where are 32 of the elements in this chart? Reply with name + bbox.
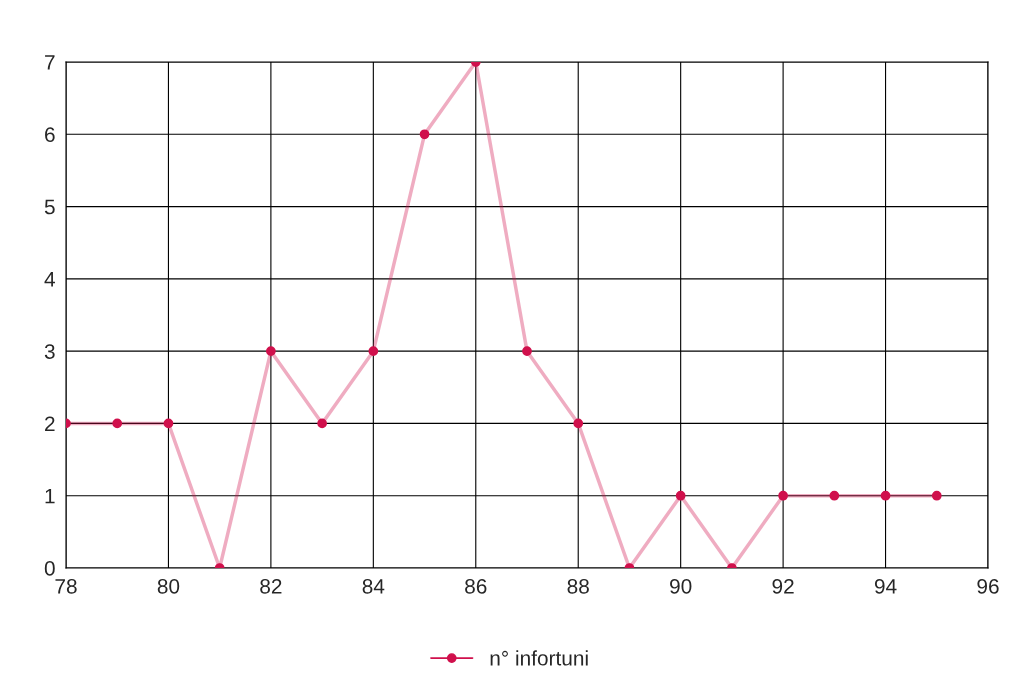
point — [112, 418, 123, 429]
point — [522, 346, 532, 357]
point — [266, 346, 276, 357]
x-tick-label: 78 — [55, 578, 77, 594]
y-tick-label: 5 — [44, 199, 55, 215]
y-tick-label: 4 — [44, 272, 55, 287]
point — [317, 418, 327, 429]
point — [368, 346, 379, 357]
point — [880, 490, 891, 501]
x-tick-label: 94 — [874, 578, 897, 594]
x-tick-label: 92 — [772, 578, 794, 594]
y-tick-label: 0 — [44, 561, 55, 576]
point — [573, 418, 584, 429]
legend-label: n° infortuni — [490, 650, 588, 666]
x-tick-label: 82 — [260, 578, 282, 594]
x-tick-label: 84 — [362, 578, 385, 594]
point — [163, 418, 174, 429]
y-tick-label: 2 — [45, 416, 55, 431]
x-tick-label: 88 — [567, 578, 589, 594]
point — [675, 490, 686, 501]
x-tick-label: 96 — [977, 578, 999, 594]
point — [931, 490, 942, 501]
x-tick-label: 80 — [157, 578, 180, 594]
y-tick-label: 3 — [44, 344, 55, 359]
x-tick-label: 90 — [670, 578, 692, 594]
x-tick-label: 86 — [465, 578, 487, 594]
y-tick-label: 7 — [45, 55, 55, 70]
point — [419, 129, 430, 140]
y-tick-label: 1 — [45, 488, 55, 504]
point — [829, 490, 840, 501]
y-tick-label: 6 — [45, 127, 55, 143]
point — [778, 490, 788, 501]
